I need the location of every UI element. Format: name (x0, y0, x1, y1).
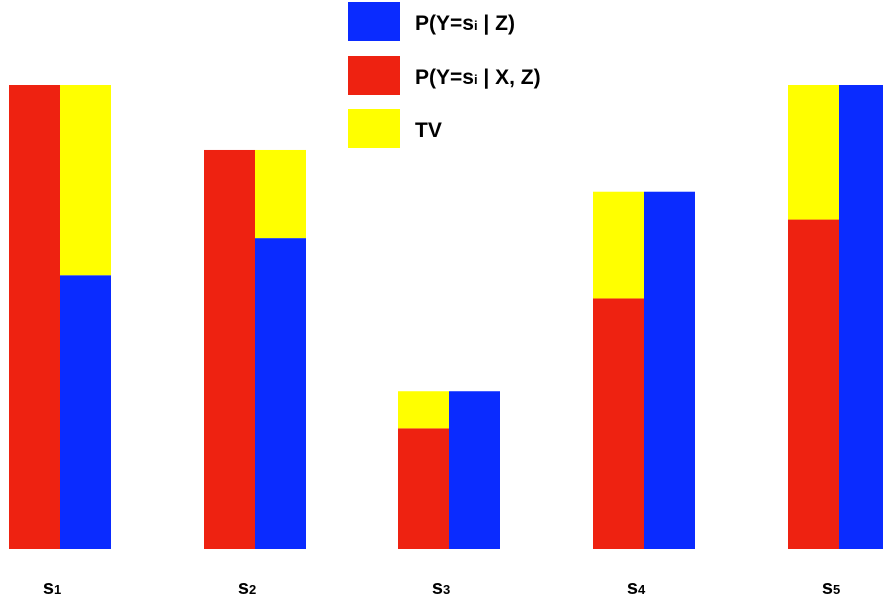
legend-swatch-xz (348, 56, 400, 95)
bar-z-s1 (60, 275, 111, 549)
bar-tv-s4 (593, 191, 644, 299)
bar-z-s5 (839, 85, 883, 549)
category-label-s4: s4 (627, 577, 646, 599)
bar-tv-s5 (788, 85, 839, 220)
category-labels: s1 s2 s3 s4 s5 (43, 577, 840, 599)
bar-tv-s2 (255, 149, 306, 239)
legend-label-1: P(Y=si | X, Z) (415, 66, 541, 89)
bar-z-s2 (255, 238, 306, 549)
legend-swatch-z (348, 2, 400, 41)
legend: P(Y=si | Z) P(Y=si | X, Z) TV (348, 2, 541, 148)
bar-xz-s2 (204, 149, 255, 549)
bar-tv-s3 (398, 391, 449, 429)
legend-label-0: P(Y=si | Z) (415, 12, 515, 35)
bar-tv-s1 (60, 85, 111, 276)
category-label-s1: s1 (43, 577, 61, 599)
bar-xz-s3 (398, 428, 449, 549)
bar-xz-s4 (593, 298, 644, 549)
category-label-s5: s5 (822, 577, 840, 599)
category-label-s2: s2 (238, 577, 256, 599)
bar-xz-s1 (9, 85, 60, 549)
legend-swatch-tv (348, 109, 400, 148)
bar-z-s3 (449, 391, 500, 549)
legend-label-2: TV (415, 119, 442, 142)
category-label-s3: s3 (432, 577, 450, 599)
bar-xz-s5 (788, 219, 839, 549)
bar-z-s4 (644, 191, 695, 549)
bars-layer (9, 85, 883, 549)
